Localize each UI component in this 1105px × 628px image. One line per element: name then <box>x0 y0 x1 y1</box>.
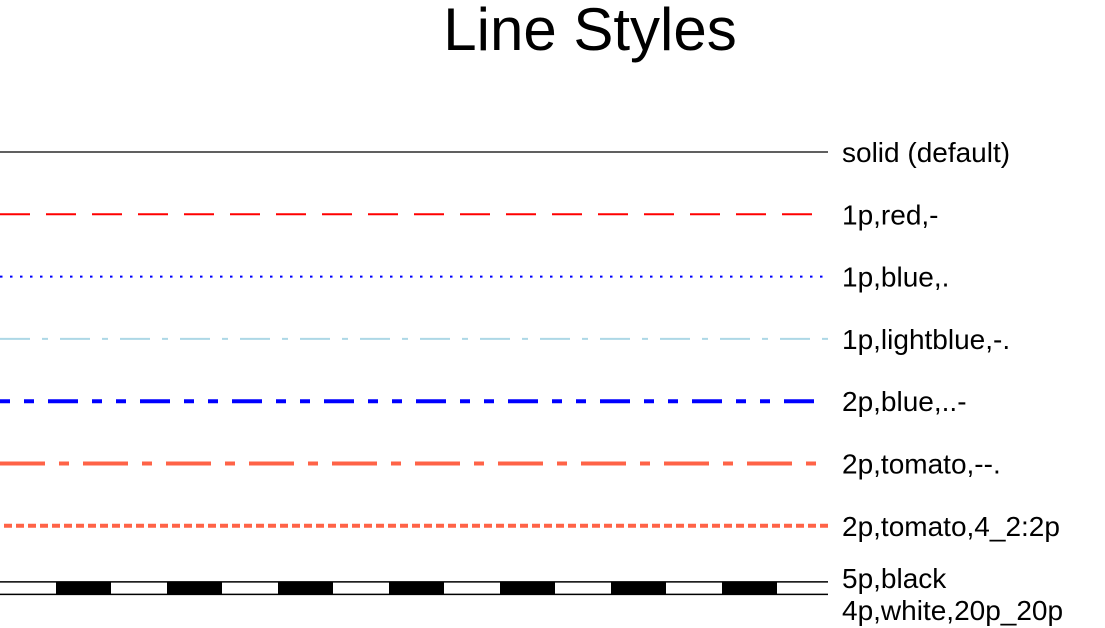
line-samples: solid (default) 1p,red,- 1p,blue,. 1p,light… <box>0 137 1060 542</box>
composite-inner-label: 4p,white,20p_20p <box>842 595 1063 626</box>
figure-title: Line Styles <box>443 0 737 63</box>
line-sample-label: 1p,blue,. <box>842 262 949 293</box>
line-sample-label: 1p,red,- <box>842 199 939 230</box>
line-sample-label: solid (default) <box>842 137 1010 168</box>
composite-line: 5p,black 4p,white,20p_20p <box>0 563 1063 626</box>
line-sample-label: 2p,tomato,--. <box>842 449 1001 480</box>
line-sample-label: 1p,lightblue,-. <box>842 324 1010 355</box>
composite-outer-label: 5p,black <box>842 563 947 594</box>
line-sample-label: 2p,blue,..- <box>842 386 967 417</box>
line-sample-label: 2p,tomato,4_2:2p <box>842 511 1060 542</box>
